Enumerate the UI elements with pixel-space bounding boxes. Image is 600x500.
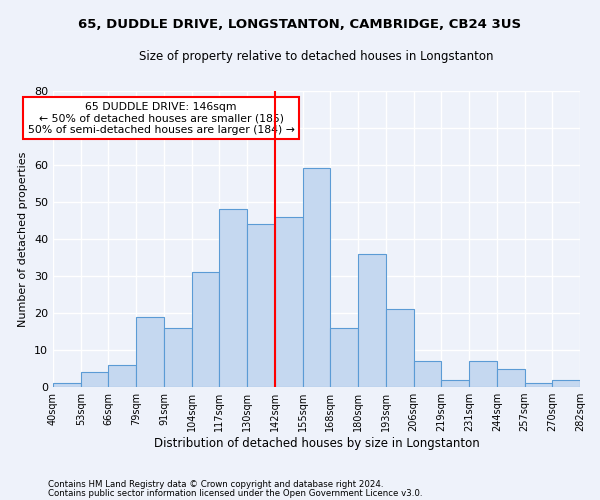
- Bar: [552, 380, 580, 387]
- Bar: [358, 254, 386, 387]
- Bar: [302, 168, 331, 387]
- Bar: [53, 384, 81, 387]
- Bar: [331, 328, 358, 387]
- X-axis label: Distribution of detached houses by size in Longstanton: Distribution of detached houses by size …: [154, 437, 479, 450]
- Text: Contains HM Land Registry data © Crown copyright and database right 2024.: Contains HM Land Registry data © Crown c…: [48, 480, 383, 489]
- Text: 65 DUDDLE DRIVE: 146sqm
← 50% of detached houses are smaller (185)
50% of semi-d: 65 DUDDLE DRIVE: 146sqm ← 50% of detache…: [28, 102, 295, 135]
- Bar: [469, 361, 497, 387]
- Text: 65, DUDDLE DRIVE, LONGSTANTON, CAMBRIDGE, CB24 3US: 65, DUDDLE DRIVE, LONGSTANTON, CAMBRIDGE…: [79, 18, 521, 30]
- Bar: [497, 368, 524, 387]
- Bar: [136, 316, 164, 387]
- Bar: [524, 384, 552, 387]
- Bar: [442, 380, 469, 387]
- Bar: [275, 216, 302, 387]
- Bar: [247, 224, 275, 387]
- Bar: [413, 361, 442, 387]
- Text: Contains public sector information licensed under the Open Government Licence v3: Contains public sector information licen…: [48, 488, 422, 498]
- Bar: [220, 209, 247, 387]
- Bar: [109, 365, 136, 387]
- Title: Size of property relative to detached houses in Longstanton: Size of property relative to detached ho…: [139, 50, 494, 63]
- Bar: [191, 272, 220, 387]
- Y-axis label: Number of detached properties: Number of detached properties: [19, 151, 28, 326]
- Bar: [81, 372, 109, 387]
- Bar: [386, 309, 413, 387]
- Bar: [164, 328, 191, 387]
